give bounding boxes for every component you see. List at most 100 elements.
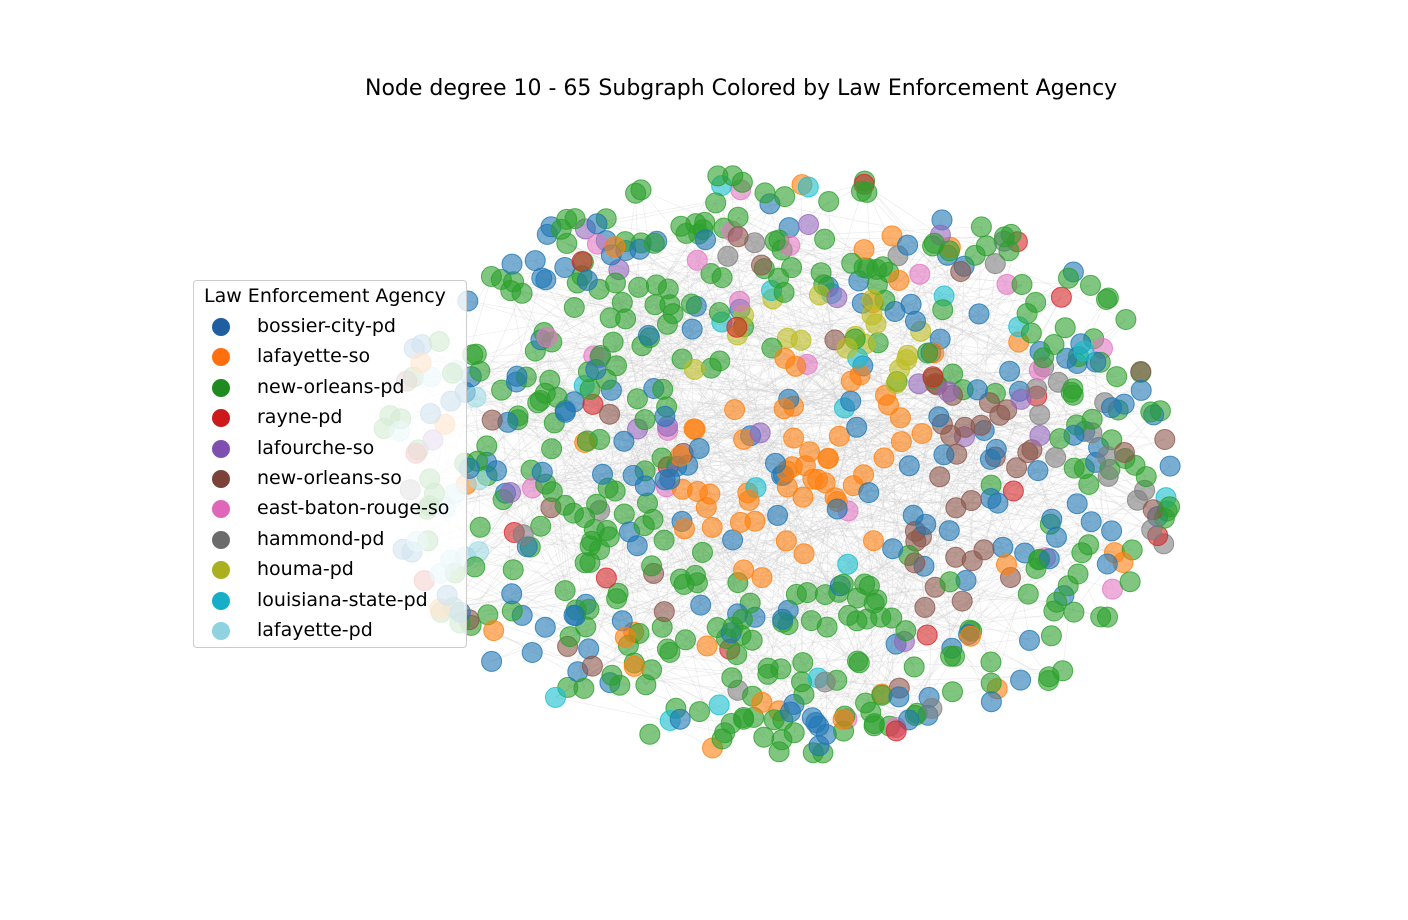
graph-node-new-orleans-pd [1080, 274, 1101, 296]
graph-node-bossier-city-pd [681, 318, 703, 340]
graph-node-rayne-pd [726, 316, 748, 338]
graph-node-lafayette-so [832, 708, 854, 730]
graph-node-lafayette-so [960, 625, 981, 647]
graph-node-new-orleans-pd [872, 256, 894, 278]
graph-node-new-orleans-pd [1119, 571, 1141, 593]
graph-node-bossier-city-pd [1046, 526, 1067, 548]
graph-edge [904, 490, 1145, 642]
graph-node-new-orleans-pd [652, 378, 674, 400]
graph-edge [619, 635, 1052, 686]
graph-node-new-orleans-pd [563, 297, 585, 318]
graph-node-lafourche-so [826, 287, 848, 309]
graph-edge [680, 578, 860, 664]
graph-node-lafourche-so [749, 422, 771, 444]
legend-label: lafayette-pd [257, 619, 373, 641]
graph-node-new-orleans-pd [932, 299, 954, 321]
legend-item-rayne-pd: rayne-pd [194, 403, 466, 433]
graph-edge [573, 323, 877, 616]
graph-node-bossier-city-pd [780, 701, 801, 723]
graph-node-hammond-pd [1126, 489, 1148, 511]
graph-node-bossier-city-pd [690, 594, 712, 616]
graph-node-lafayette-so [751, 567, 773, 589]
graph-node-rayne-pd [1050, 286, 1072, 308]
graph-node-new-orleans-pd [733, 707, 755, 728]
graph-node-new-orleans-pd [613, 503, 635, 525]
legend-item-bossier-city-pd: bossier-city-pd [194, 312, 466, 342]
graph-node-new-orleans-pd [753, 726, 775, 748]
graph-node-new-orleans-pd [944, 645, 965, 667]
graph-node-new-orleans-pd [604, 480, 626, 502]
graph-node-new-orleans-pd [917, 342, 939, 364]
graph-node-lafayette-so [724, 399, 746, 421]
graph-edge [618, 269, 918, 714]
graph-node-bossier-city-pd [1010, 669, 1032, 691]
graph-node-lafayette-so [774, 347, 796, 369]
graph-node-houma-pd [790, 329, 812, 351]
graph-node-new-orleans-pd [731, 171, 753, 193]
legend-marker [212, 348, 230, 366]
graph-edge [783, 475, 860, 663]
graph-node-new-orleans-pd [1159, 496, 1181, 518]
graph-node-new-orleans-pd [1135, 466, 1157, 488]
graph-node-bossier-city-pd [1130, 379, 1152, 401]
graph-node-bossier-city-pd [966, 379, 988, 401]
graph-node-new-orleans-pd [1011, 274, 1033, 295]
graph-node-new-orleans-pd [586, 493, 608, 515]
graph-node-hammond-pd [1096, 445, 1118, 467]
graph-node-lafayette-so [881, 225, 903, 247]
graph-node-new-orleans-so [940, 424, 962, 446]
graph-node-bossier-city-pd [1066, 493, 1088, 515]
graph-edge [685, 321, 916, 640]
graph-edge [669, 254, 976, 480]
graph-edge [460, 612, 780, 712]
graph-edge [667, 430, 1032, 451]
graph-node-new-orleans-pd [653, 529, 675, 551]
graph-node-lafourche-so [1029, 425, 1051, 446]
graph-node-new-orleans-pd [841, 252, 863, 274]
graph-edge [624, 513, 1089, 546]
graph-node-houma-pd [683, 358, 705, 380]
graph-node-lafourche-so [798, 214, 819, 235]
graph-node-lafayette-so [775, 530, 797, 552]
graph-node-east-baton-rouge-so [686, 249, 708, 271]
graph-node-bossier-city-pd [531, 461, 553, 483]
graph-node-new-orleans-pd [1020, 322, 1042, 344]
graph-node-lafourche-so [1010, 388, 1032, 410]
graph-node-new-orleans-pd [692, 541, 713, 563]
graph-edge [479, 355, 594, 372]
legend-marker [212, 440, 230, 458]
graph-edge [491, 276, 956, 558]
graph-node-new-orleans-pd [774, 186, 796, 208]
legend-label: new-orleans-pd [257, 376, 405, 398]
graph-node-new-orleans-pd [998, 240, 1020, 262]
graph-node-bossier-city-pd [765, 452, 786, 474]
graph-node-new-orleans-pd [681, 293, 702, 315]
graph-node-new-orleans-pd [721, 667, 743, 689]
graph-edge [587, 280, 1029, 595]
graph-edge [782, 510, 1168, 721]
graph-edge [464, 392, 765, 738]
graph-node-lafayette-pd [465, 386, 487, 408]
graph-node-new-orleans-so [727, 226, 749, 248]
graph-node-new-orleans-pd [792, 652, 814, 674]
graph-node-lafayette-so [687, 481, 708, 502]
graph-node-bossier-city-pd [846, 416, 868, 438]
graph-edge [467, 300, 1168, 512]
graph-edge [577, 282, 785, 409]
graph-node-new-orleans-pd [1038, 666, 1060, 688]
graph-edge [680, 418, 1093, 457]
graph-node-new-orleans-pd [541, 438, 563, 460]
graph-edge [711, 380, 852, 528]
graph-node-new-orleans-pd [675, 629, 696, 651]
graph-node-bossier-city-pd [938, 520, 960, 542]
graph-node-new-orleans-pd [939, 571, 961, 593]
graph-edge [616, 365, 992, 499]
graph-node-hammond-pd [1097, 465, 1119, 487]
graph-node-new-orleans-pd [970, 216, 992, 238]
graph-node-lafourche-so [938, 381, 959, 403]
graph-edge [440, 337, 788, 613]
graph-node-new-orleans-so [1113, 442, 1135, 463]
graph-node-new-orleans-so [970, 414, 992, 436]
graph-node-new-orleans-pd [573, 677, 595, 699]
